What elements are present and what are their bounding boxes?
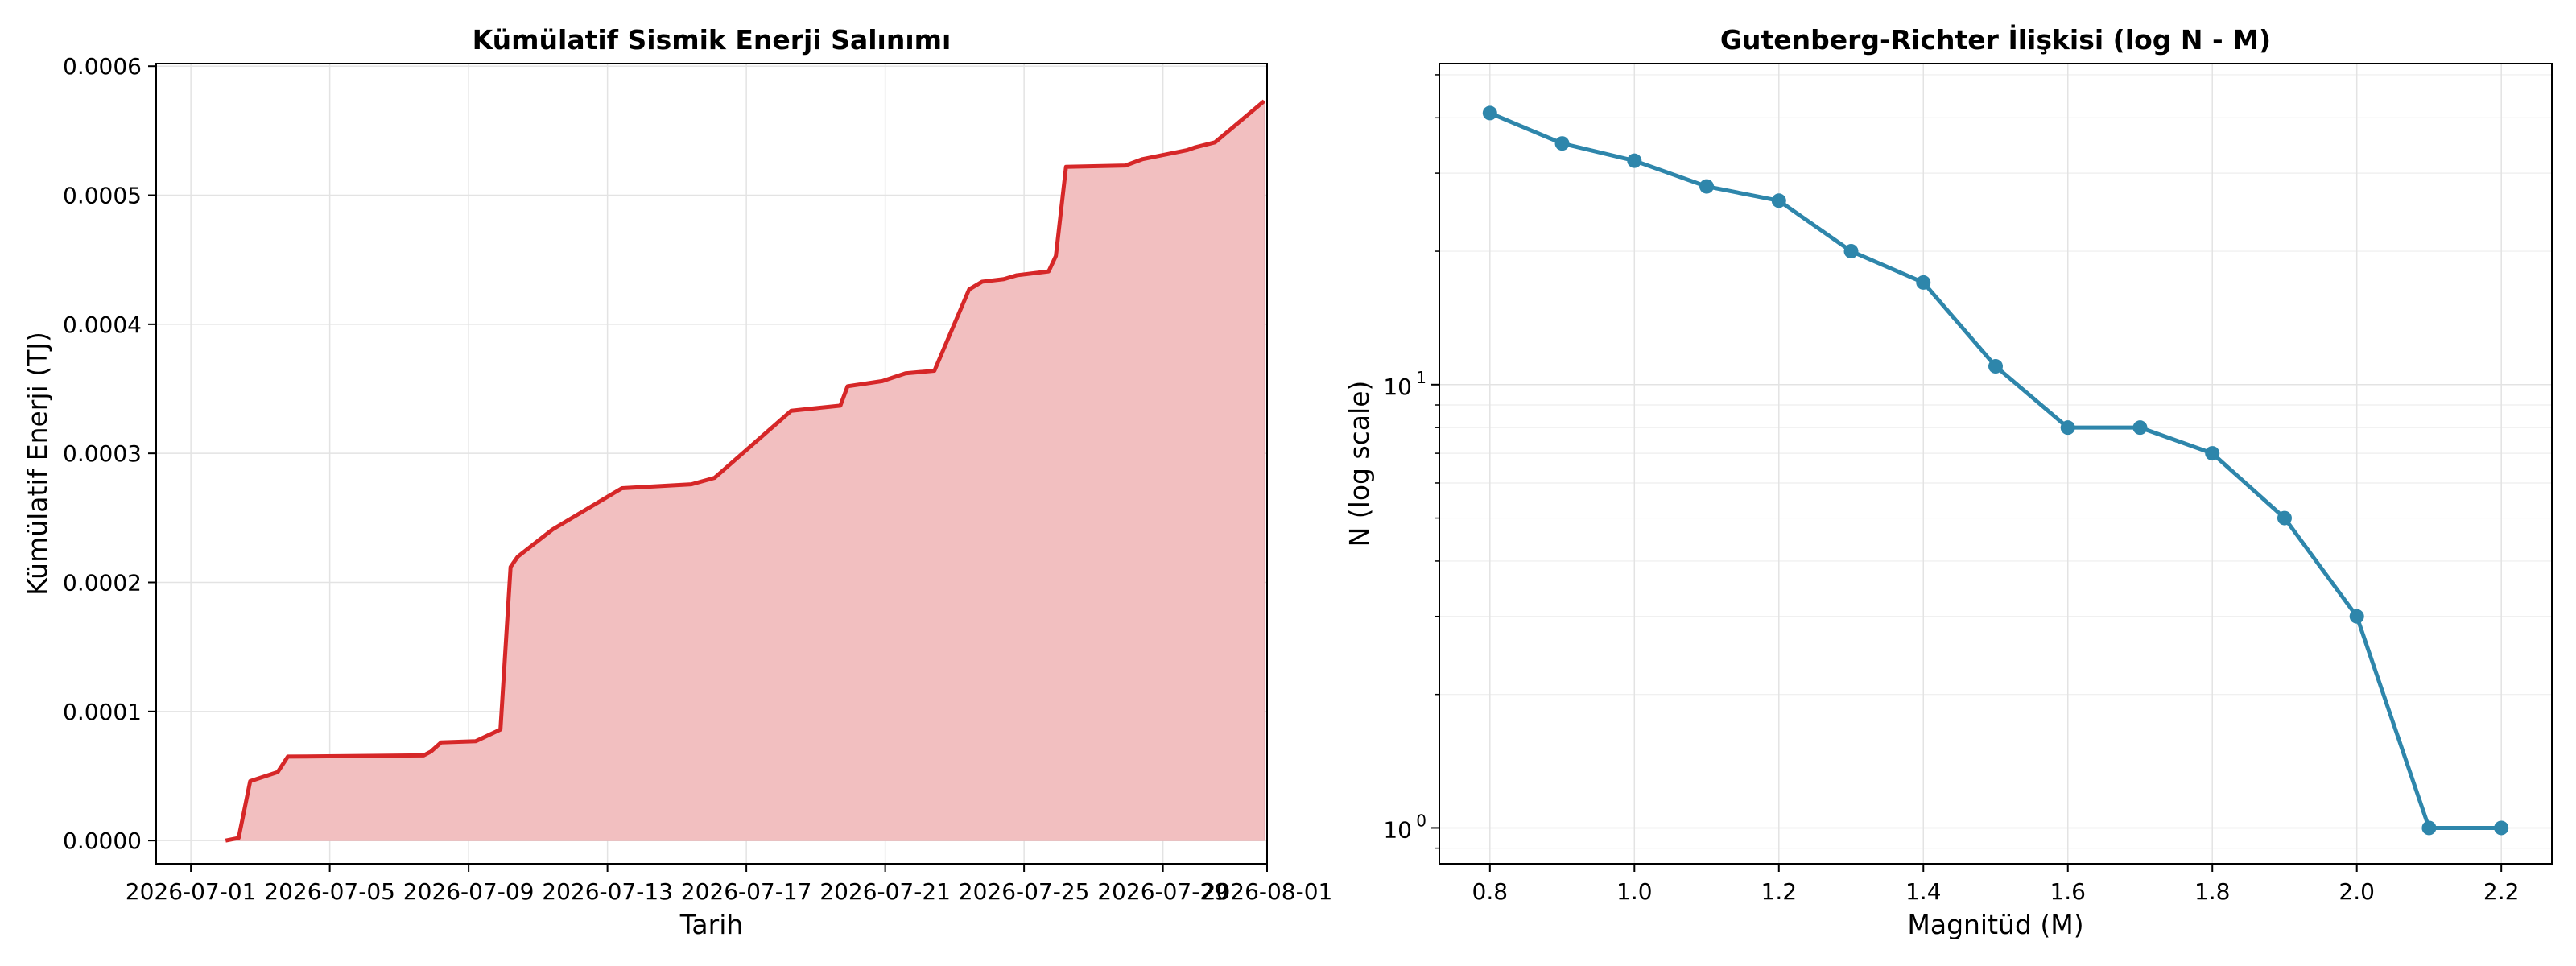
x-tick-label: 1.0 bbox=[1616, 878, 1653, 905]
x-tick-label: 2026-07-29 bbox=[1097, 878, 1228, 905]
x-tick-label: 2026-07-21 bbox=[819, 878, 951, 905]
gutenberg-richter-chart: 0.8 1.0 1.2 1.4 1.6 1.8 2.0 2.210 010 1Gutenberg-… bbox=[1344, 23, 2553, 940]
gr-data-point bbox=[2277, 510, 2292, 526]
plot-frame bbox=[1439, 63, 2553, 865]
x-tick-label: 1.2 bbox=[1761, 878, 1798, 905]
y-tick-label: 10 bbox=[1383, 374, 1412, 400]
gr-data-point bbox=[2205, 446, 2220, 461]
x-tick-label: 0.8 bbox=[1472, 878, 1509, 905]
gr-data-point bbox=[1482, 105, 1497, 121]
y-tick-label: 0.0005 bbox=[63, 183, 142, 209]
y-axis-label: N (log scale) bbox=[1344, 381, 1375, 547]
y-tick-label: 0.0000 bbox=[63, 828, 142, 854]
gr-data-point bbox=[1988, 359, 2003, 374]
gr-data-point bbox=[2132, 420, 2148, 436]
chart-title: Kümülatif Sismik Enerji Salınımı bbox=[473, 24, 952, 56]
gr-data-point bbox=[2060, 420, 2075, 436]
y-tick-exponent: 1 bbox=[1416, 368, 1426, 387]
gr-data-point bbox=[1627, 153, 1642, 168]
x-tick-label: 1.6 bbox=[2050, 878, 2086, 905]
gr-data-point bbox=[1916, 275, 1931, 290]
x-tick-label: 2.2 bbox=[2483, 878, 2520, 905]
gr-series-line bbox=[1488, 111, 2502, 830]
x-tick-label: 2026-08-01 bbox=[1202, 878, 1333, 905]
energy-series-line bbox=[225, 99, 1266, 843]
x-tick-label: 2026-07-09 bbox=[403, 878, 535, 905]
y-tick-exponent: 0 bbox=[1416, 811, 1426, 830]
y-tick-label: 0.0001 bbox=[63, 699, 142, 725]
plot-frame bbox=[155, 63, 1268, 865]
gr-data-point bbox=[1843, 244, 1859, 259]
x-tick-label: 2026-07-17 bbox=[681, 878, 812, 905]
x-tick-label: 1.8 bbox=[2194, 878, 2231, 905]
x-tick-label: 2026-07-05 bbox=[264, 878, 395, 905]
x-tick-label: 1.4 bbox=[1905, 878, 1942, 905]
gr-data-point bbox=[1771, 193, 1786, 208]
x-tick-label: 2.0 bbox=[2339, 878, 2375, 905]
y-tick-label: 10 bbox=[1383, 816, 1412, 843]
y-tick-label: 0.0003 bbox=[63, 440, 142, 467]
gr-data-point bbox=[1699, 179, 1715, 194]
x-tick-label: 2026-07-25 bbox=[959, 878, 1090, 905]
y-tick-label: 0.0004 bbox=[63, 312, 142, 338]
y-axis-label: Kümülatif Enerji (TJ) bbox=[22, 332, 53, 596]
gr-data-point bbox=[1554, 136, 1570, 151]
x-axis-label: Magnitüd (M) bbox=[1907, 909, 2083, 940]
y-tick-label: 0.0006 bbox=[63, 53, 142, 80]
x-axis-label: Tarih bbox=[679, 909, 744, 940]
cumulative-energy-chart: 2026-07-01 2026-07-05 2026-07-09 2026-07-13… bbox=[22, 24, 1332, 940]
energy-area bbox=[225, 100, 1265, 841]
x-tick-label: 2026-07-01 bbox=[126, 878, 257, 905]
gr-data-point bbox=[2421, 820, 2437, 836]
x-tick-label: 2026-07-13 bbox=[542, 878, 673, 905]
gr-data-point bbox=[2494, 820, 2509, 836]
y-tick-label: 0.0002 bbox=[63, 569, 142, 596]
gr-data-point bbox=[2349, 609, 2364, 624]
chart-title: Gutenberg-Richter İlişkisi (log N - M) bbox=[1720, 23, 2271, 56]
